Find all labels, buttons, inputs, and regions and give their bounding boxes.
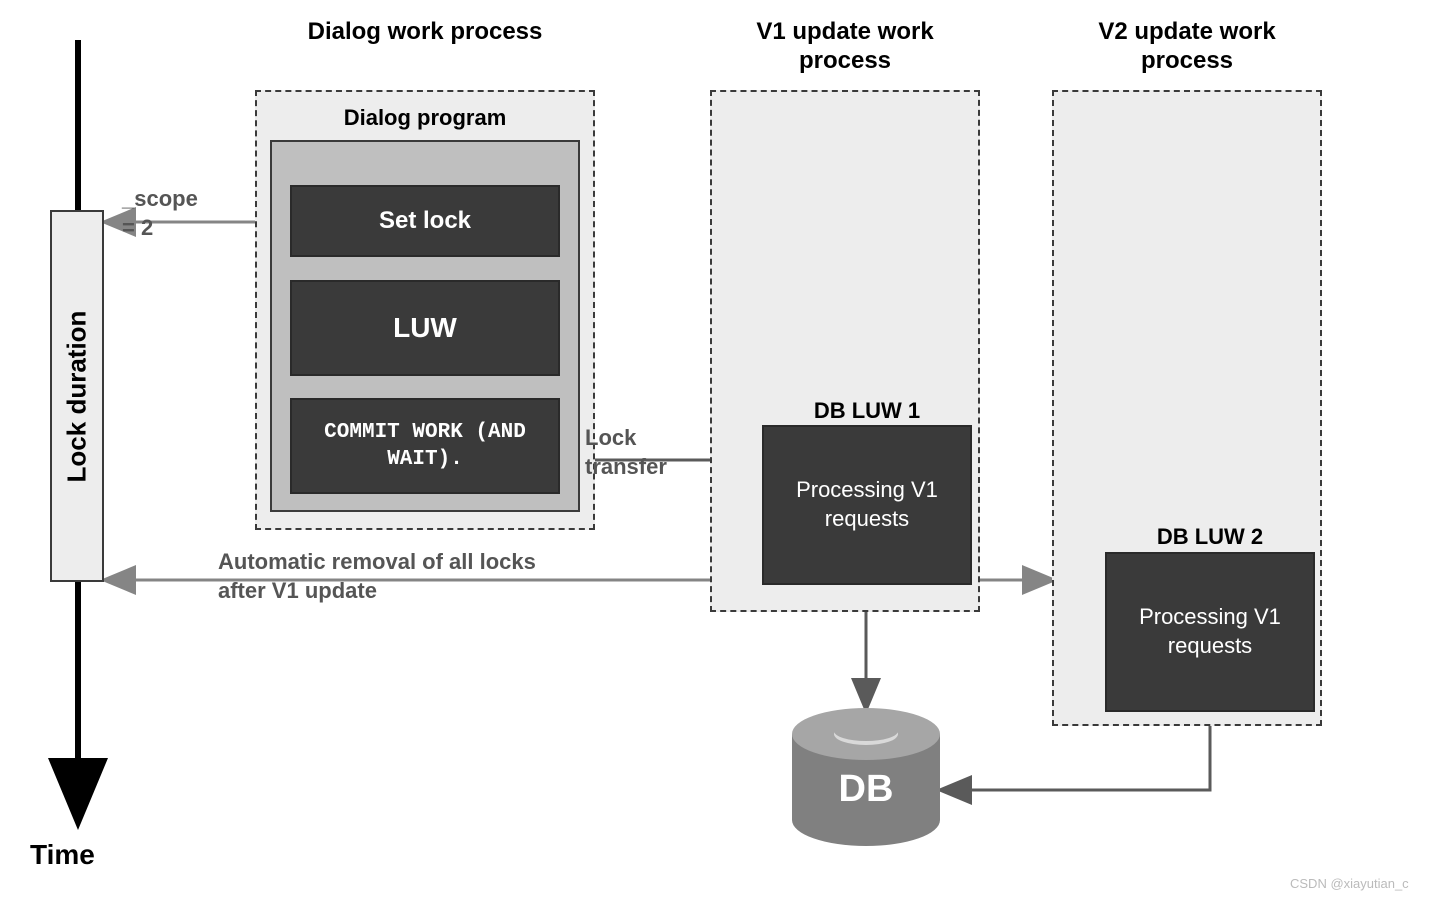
db-luw1-title: DB LUW 1 — [762, 398, 972, 424]
db-cylinder: DB — [792, 706, 940, 846]
dialog-title: Dialog work process — [255, 18, 595, 47]
db-luw2-title: DB LUW 2 — [1105, 524, 1315, 550]
commit-work-box: COMMIT WORK (AND WAIT). — [290, 398, 560, 494]
scope-label: _scope = 2 — [122, 185, 198, 242]
db-label: DB — [792, 768, 940, 811]
luw-box: LUW — [290, 280, 560, 376]
watermark: CSDN @xiayutian_c — [1290, 876, 1409, 891]
lock-duration-label: Lock duration — [62, 310, 93, 482]
v2-title: V2 update work process — [1052, 18, 1322, 76]
db-luw1-box: Processing V1 requests — [762, 425, 972, 585]
v1-title: V1 update work process — [710, 18, 980, 76]
lock-duration-box: Lock duration — [50, 210, 104, 582]
lock-transfer-label: Locktransfer — [585, 424, 667, 481]
db-luw2-box: Processing V1 requests — [1105, 552, 1315, 712]
diagram-root: Dialog work process V1 update work proce… — [0, 0, 1440, 900]
dialog-program-title: Dialog program — [270, 105, 580, 131]
auto-remove-label: Automatic removal of all locks after V1 … — [218, 548, 536, 605]
set-lock-box: Set lock — [290, 185, 560, 257]
time-label: Time — [30, 838, 150, 872]
